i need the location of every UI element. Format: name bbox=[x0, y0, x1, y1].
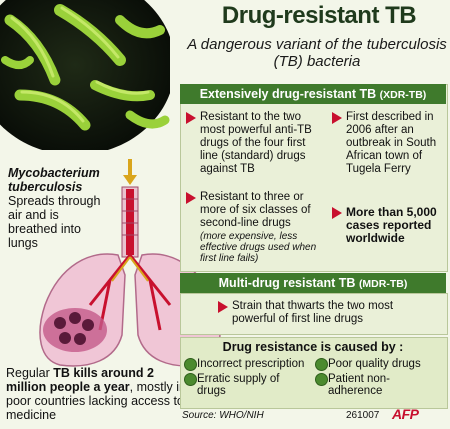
xdr-bullet-4-text: More than 5,000 cases reported worldwide bbox=[346, 205, 437, 245]
mdr-heading: Multi-drug resistant TB (MDR-TB) bbox=[180, 273, 446, 293]
bullet-arrow-icon bbox=[186, 192, 196, 204]
mdr-abbr: (MDR-TB) bbox=[358, 278, 408, 290]
mdr-bullet-text: Strain that thwarts the two most powerfu… bbox=[232, 300, 394, 325]
cause-item: Erratic supply of drugs bbox=[184, 373, 295, 397]
bullet-dot-icon bbox=[315, 373, 328, 386]
xdr-bullet-1: Resistant to the two most powerful anti-… bbox=[186, 111, 322, 176]
causes-heading: Drug resistance is caused by : bbox=[222, 340, 404, 354]
bacteria-image bbox=[0, 0, 170, 150]
cause-item-text: Patient non-adherence bbox=[328, 373, 391, 397]
bullet-arrow-icon bbox=[218, 301, 228, 313]
bacteria-description: Mycobacterium tuberculosis Spreads throu… bbox=[8, 166, 108, 250]
bullet-dot-icon bbox=[184, 373, 197, 386]
xdr-abbr: (XDR-TB) bbox=[379, 89, 427, 101]
stat-pre: Regular bbox=[6, 366, 54, 380]
xdr-bullet-2-text: Resistant to three or more of six classe… bbox=[200, 191, 311, 229]
cause-item: Poor quality drugs bbox=[315, 358, 446, 371]
bullet-dot-icon bbox=[184, 358, 197, 371]
xdr-heading: Extensively drug-resistant TB (XDR-TB) bbox=[180, 84, 446, 104]
source-credit: Source: WHO/NIH bbox=[182, 410, 264, 421]
agency-logo: AFP bbox=[392, 406, 419, 422]
cause-item-text: Erratic supply of drugs bbox=[197, 373, 280, 397]
stat-post: , mostly in poor countries lacking acces… bbox=[6, 380, 186, 422]
cause-item: Incorrect prescription bbox=[184, 358, 327, 371]
xdr-heading-text: Extensively drug-resistant TB bbox=[199, 87, 377, 101]
date-code: 261007 bbox=[346, 410, 380, 421]
death-statistic: Regular TB kills around 2 million people… bbox=[6, 366, 186, 422]
species-name: Mycobacterium tuberculosis bbox=[8, 166, 100, 194]
bullet-arrow-icon bbox=[186, 112, 196, 124]
mdr-heading-text: Multi-drug resistant TB bbox=[218, 276, 356, 290]
bullet-arrow-icon bbox=[332, 207, 342, 219]
cause-item-text: Incorrect prescription bbox=[197, 358, 305, 370]
bullet-dot-icon bbox=[315, 358, 328, 371]
cause-item: Patient non-adherence bbox=[315, 373, 438, 397]
xdr-bullet-2-note: (more expensive, less effective drugs us… bbox=[200, 231, 317, 264]
species-desc: Spreads through air and is breathed into… bbox=[8, 194, 101, 250]
xdr-bullet-3-text: First described in 2006 after an outbrea… bbox=[346, 111, 437, 175]
xdr-bullet-2: Resistant to three or more of six classe… bbox=[186, 191, 324, 264]
xdr-bullet-3: First described in 2006 after an outbrea… bbox=[332, 111, 442, 176]
page-title: Drug-resistant TB bbox=[221, 2, 417, 29]
mdr-bullet: Strain that thwarts the two most powerfu… bbox=[218, 300, 437, 326]
xdr-bullet-4: More than 5,000 cases reported worldwide bbox=[332, 205, 442, 245]
stat-bold: TB kills around 2 million people a year bbox=[6, 366, 154, 394]
xdr-bullet-1-text: Resistant to the two most powerful anti-… bbox=[200, 111, 312, 175]
mdr-panel bbox=[180, 293, 448, 335]
page-subtitle: A dangerous variant of the tuberculosis … bbox=[187, 36, 447, 70]
bullet-arrow-icon bbox=[332, 112, 342, 124]
cause-item-text: Poor quality drugs bbox=[328, 358, 421, 370]
causes-panel bbox=[180, 337, 448, 409]
